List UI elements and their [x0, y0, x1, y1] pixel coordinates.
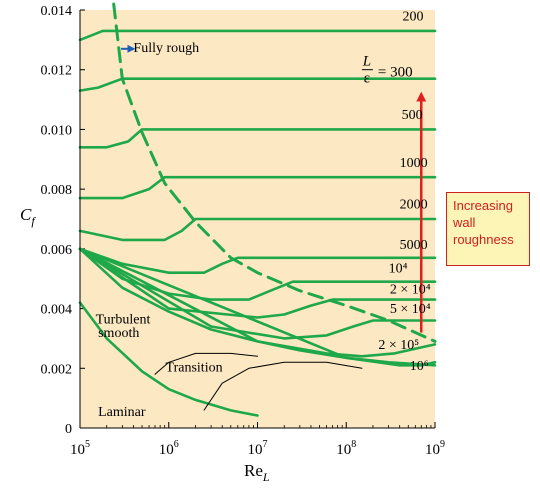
- curve-laminar-laminar: [78, 301, 259, 417]
- curve-rough-2-10-: [78, 247, 437, 319]
- curve-transition-transition: [203, 361, 363, 411]
- y-tick-label: 0.004: [41, 303, 73, 318]
- y-tick-label: 0.014: [41, 4, 73, 19]
- curve-transition-transition: [154, 352, 258, 375]
- curve-rough-5-10-: [78, 247, 437, 340]
- ratio-numerator: L: [362, 54, 371, 70]
- annotation-label: 500: [402, 108, 423, 123]
- annotation-label: 10⁴: [389, 262, 408, 277]
- annotation-label: Laminar: [98, 405, 146, 420]
- annotation-label: 2 × 10⁵: [378, 338, 419, 353]
- y-tick-label: 0.006: [41, 243, 73, 258]
- annotation-label: 10⁶: [410, 359, 429, 374]
- ratio-denominator: ε: [364, 71, 370, 87]
- curve-rough-10-: [78, 247, 437, 367]
- y-tick-label: 0.012: [41, 64, 73, 79]
- curve-rough-200: [78, 29, 437, 42]
- curve-rough-2-10-: [78, 247, 437, 358]
- annotation-label: Turbulent: [96, 313, 151, 328]
- x-tick-label: 107: [248, 439, 268, 458]
- curve-rough-1000: [78, 175, 437, 200]
- annotation-label: 2000: [400, 198, 428, 213]
- annotation-label: 5000: [400, 238, 428, 253]
- curve-boundary-fully-rough: [112, 2, 437, 343]
- curve-rough-l-300: [78, 77, 437, 92]
- annotation-label: 200: [402, 9, 423, 24]
- y-tick-label: 0.002: [41, 362, 73, 377]
- ratio-value: = 300: [378, 65, 413, 81]
- x-tick-label: 108: [336, 439, 356, 458]
- y-tick-label: 0: [65, 422, 72, 437]
- roughness-callout: Increasing wall roughness: [446, 192, 530, 266]
- annotation-label: smooth: [98, 326, 139, 341]
- curve-rough-2000: [78, 217, 437, 242]
- curve-rough-500: [78, 128, 437, 149]
- x-tick-label: 105: [70, 439, 90, 458]
- y-axis-title: Cf: [20, 205, 36, 228]
- annotation-label: 1000: [400, 156, 428, 171]
- y-tick-label: 0.008: [41, 183, 73, 198]
- annotation-label: Transition: [166, 360, 223, 375]
- x-tick-label: 106: [159, 439, 179, 458]
- y-tick-label: 0.010: [41, 123, 73, 138]
- x-axis-title: ReL: [244, 461, 270, 484]
- annotation-label: 2 × 10⁴: [390, 283, 431, 298]
- x-tick-label: 109: [425, 439, 445, 458]
- annotation-label: Fully rough: [133, 41, 199, 56]
- curve-rough-5000: [78, 247, 437, 274]
- annotation-label: 5 × 10⁴: [390, 302, 431, 317]
